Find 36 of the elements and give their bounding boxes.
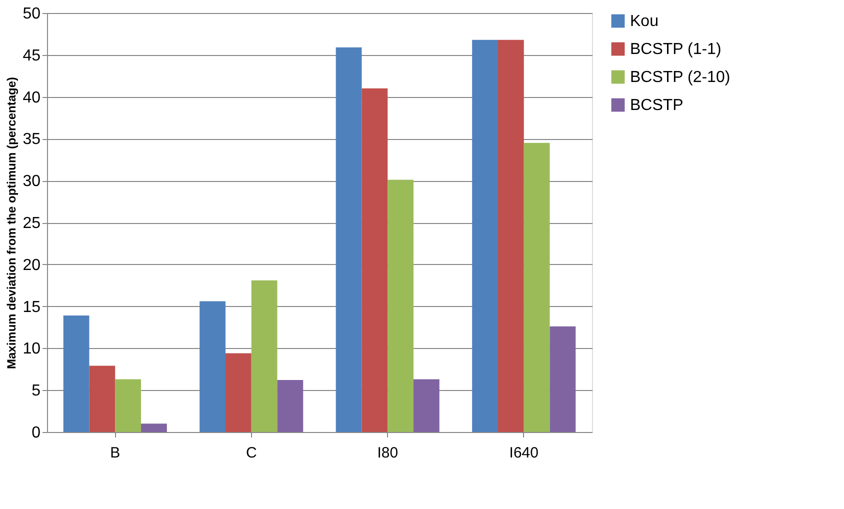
bar [251, 280, 278, 432]
y-tick-label: 20 [22, 256, 41, 274]
bar [550, 326, 576, 432]
bar [414, 379, 440, 432]
x-tick-label: I640 [509, 444, 538, 462]
legend-label: BCSTP (1-1) [630, 41, 722, 58]
y-tick-label: 15 [22, 298, 41, 316]
bar [362, 88, 388, 432]
y-tick-label: 50 [22, 6, 41, 22]
x-tick-label: C [246, 444, 257, 462]
y-tick-label: 10 [22, 340, 41, 358]
y-tick-label: 25 [22, 215, 41, 232]
y-axis-title: Maximum deviation from the optimum (percentage) [4, 76, 19, 370]
bar [277, 380, 304, 432]
y-tick-label: 45 [22, 47, 41, 64]
legend-label: BCSTP (2-10) [630, 69, 730, 86]
y-tick-label: 40 [22, 89, 41, 106]
x-tick-label: I80 [377, 444, 398, 462]
bar [89, 366, 116, 432]
bar [472, 40, 498, 432]
legend-label: Kou [630, 13, 658, 30]
bar [498, 40, 524, 432]
bar [524, 142, 550, 432]
bar [200, 301, 226, 432]
x-tick-label: B [110, 444, 120, 462]
bar [225, 353, 252, 432]
y-tick-label: 0 [32, 424, 41, 442]
y-tick-label: 35 [22, 131, 41, 148]
bar [141, 424, 167, 432]
bar [388, 180, 414, 432]
y-tick-label: 5 [32, 382, 41, 400]
bar [336, 47, 362, 432]
bar [63, 316, 90, 432]
legend-label: BCSTP [630, 97, 684, 114]
bar [115, 379, 142, 432]
y-tick-label: 30 [22, 173, 41, 190]
